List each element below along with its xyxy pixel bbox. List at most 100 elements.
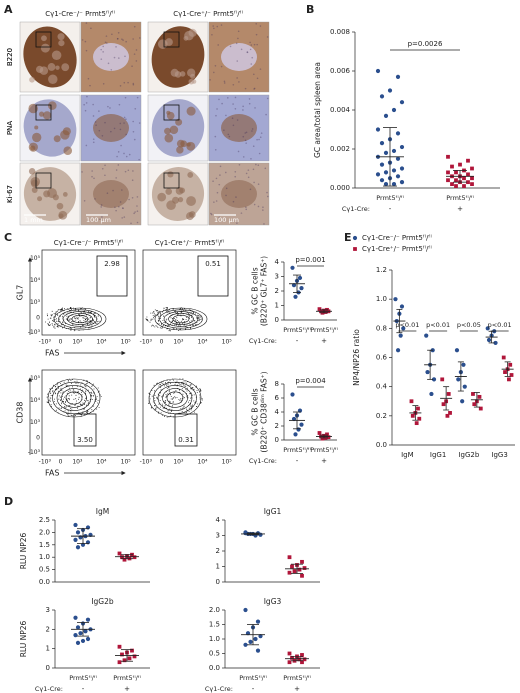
cell xyxy=(131,197,134,199)
cell xyxy=(225,194,227,197)
y-tick-label: 0 xyxy=(46,664,50,672)
contour xyxy=(67,313,93,325)
data-point xyxy=(299,422,304,427)
cell xyxy=(266,36,269,38)
cell xyxy=(216,108,218,110)
cell xyxy=(134,211,136,213)
cell xyxy=(83,103,85,106)
data-point xyxy=(462,184,466,188)
cre-label: Cγ1-Cre: xyxy=(35,685,63,693)
data-point xyxy=(78,631,83,636)
cell xyxy=(138,37,141,39)
data-point xyxy=(85,636,91,642)
flow-x-tick: 10⁴ xyxy=(197,459,208,466)
flow-x-label: FAS xyxy=(45,469,59,478)
contour xyxy=(61,388,87,408)
gate xyxy=(197,255,229,297)
panel-label: D xyxy=(4,495,13,508)
cell xyxy=(217,44,220,46)
data-point xyxy=(383,150,389,155)
data-point xyxy=(454,184,458,188)
follicle xyxy=(28,142,38,152)
data-point xyxy=(409,399,414,404)
cell xyxy=(89,84,91,87)
cell xyxy=(86,95,88,98)
contour xyxy=(62,311,98,327)
cell xyxy=(119,122,122,125)
follicle xyxy=(183,35,189,41)
zoom-box xyxy=(163,31,180,48)
cell xyxy=(240,212,243,214)
cell xyxy=(120,144,122,147)
cell xyxy=(244,139,247,142)
zoom-box xyxy=(35,172,52,189)
data-point xyxy=(132,555,137,560)
data-point xyxy=(253,636,258,642)
cell xyxy=(255,33,258,36)
y-tick-label: 0.5 xyxy=(209,650,220,658)
y-tick-label: 2.0 xyxy=(39,528,50,536)
cell xyxy=(121,207,124,209)
cell xyxy=(246,51,249,53)
cre-value: + xyxy=(321,337,327,345)
data-point xyxy=(300,573,304,578)
cell xyxy=(114,206,116,209)
cell xyxy=(117,32,120,34)
cell xyxy=(213,27,215,30)
follicle xyxy=(157,192,167,202)
contour xyxy=(53,307,107,331)
cell xyxy=(92,141,95,144)
cell xyxy=(101,216,103,218)
y-tick-label: 0.5 xyxy=(39,566,50,574)
x-tick-label: Prmt5ᶠˡ/ᶠˡ xyxy=(69,674,97,682)
flow-x-tick: 0 xyxy=(160,459,164,466)
cell xyxy=(229,45,232,48)
cell xyxy=(117,57,120,59)
x-tick-label: Prmt5ᶠˡ/ᶠˡ xyxy=(310,446,338,454)
micrograph-high xyxy=(80,21,142,93)
cell xyxy=(133,138,136,141)
data-point xyxy=(243,607,248,613)
follicle xyxy=(58,39,65,47)
data-point xyxy=(399,304,405,309)
cell xyxy=(132,120,134,123)
data-point xyxy=(353,247,357,251)
follicle xyxy=(174,71,182,78)
data-point xyxy=(472,402,477,407)
data-point xyxy=(485,326,490,331)
cell xyxy=(91,170,93,172)
cell xyxy=(214,135,217,138)
data-point xyxy=(117,660,122,665)
y-tick-label: 1.0 xyxy=(209,635,220,643)
cell xyxy=(252,145,255,148)
flow-y-label: CD38 xyxy=(16,402,25,424)
follicle xyxy=(55,65,60,70)
cell xyxy=(134,107,137,110)
cell xyxy=(115,177,117,179)
y-tick-label: 1.2 xyxy=(376,266,387,274)
data-point xyxy=(383,113,389,118)
cell xyxy=(214,64,217,67)
data-point xyxy=(117,644,122,649)
data-point xyxy=(287,651,292,656)
data-point xyxy=(454,178,458,183)
cell xyxy=(84,40,87,43)
follicle xyxy=(175,118,183,126)
data-point xyxy=(323,310,328,314)
y-tick-label: 1.5 xyxy=(209,621,220,629)
panel-label: A xyxy=(4,3,13,16)
cell xyxy=(266,191,268,194)
data-point xyxy=(393,297,398,302)
cell xyxy=(85,22,88,24)
cell xyxy=(262,206,264,208)
cell xyxy=(237,150,240,153)
cell xyxy=(240,48,243,51)
y-tick-label: 1 xyxy=(46,645,50,653)
zoom-box xyxy=(163,172,180,189)
data-point xyxy=(466,172,470,177)
data-point xyxy=(117,551,122,556)
data-point xyxy=(458,162,462,167)
cell xyxy=(81,171,83,173)
zoom-box xyxy=(163,104,180,121)
p-value: p<0.01 xyxy=(426,321,450,329)
